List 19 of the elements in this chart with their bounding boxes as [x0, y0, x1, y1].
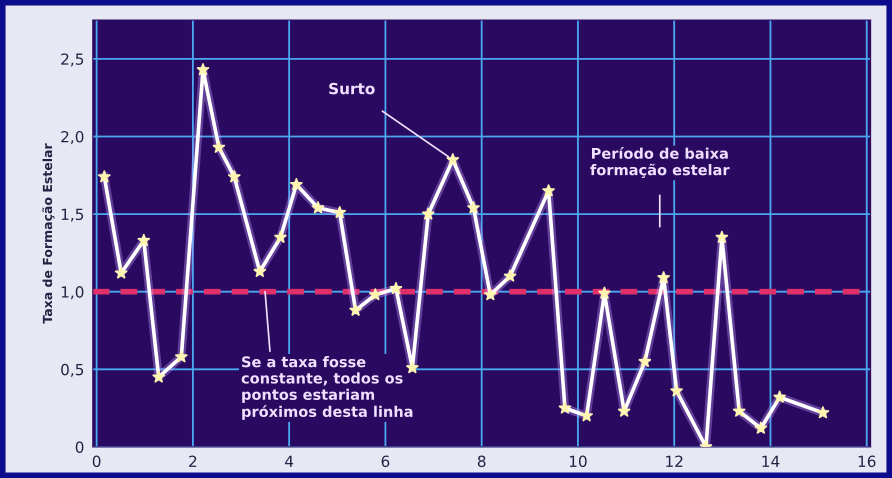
y-tick-label: 0,5: [61, 364, 84, 377]
annotation: Surto: [329, 82, 375, 94]
y-tick-label: 2,5: [61, 53, 84, 66]
x-tick-label: 2: [189, 456, 196, 467]
x-tick-label: 4: [285, 456, 294, 467]
x-tick-label: 14: [762, 456, 780, 467]
y-tick-label: 2,0: [61, 130, 84, 144]
x-tick-label: 10: [570, 456, 587, 468]
y-axis-title: Taxa de Formação Estelar: [42, 143, 54, 324]
x-tick-label: 8: [478, 456, 486, 468]
annotation: Se a taxa fosse constante, todos os pontos estariam próximos desta linha: [242, 356, 412, 420]
x-tick-label: 12: [666, 456, 682, 467]
annotation: Período de baixa formação estelar: [590, 147, 730, 178]
x-tick-label: 0: [92, 456, 100, 468]
y-tick-label: 0: [76, 441, 84, 453]
x-tick-label: 6: [382, 456, 390, 468]
y-tick-label: 1,5: [62, 208, 84, 222]
x-tick-label: 16: [858, 456, 876, 468]
y-tick-label: 1,0: [62, 286, 84, 300]
